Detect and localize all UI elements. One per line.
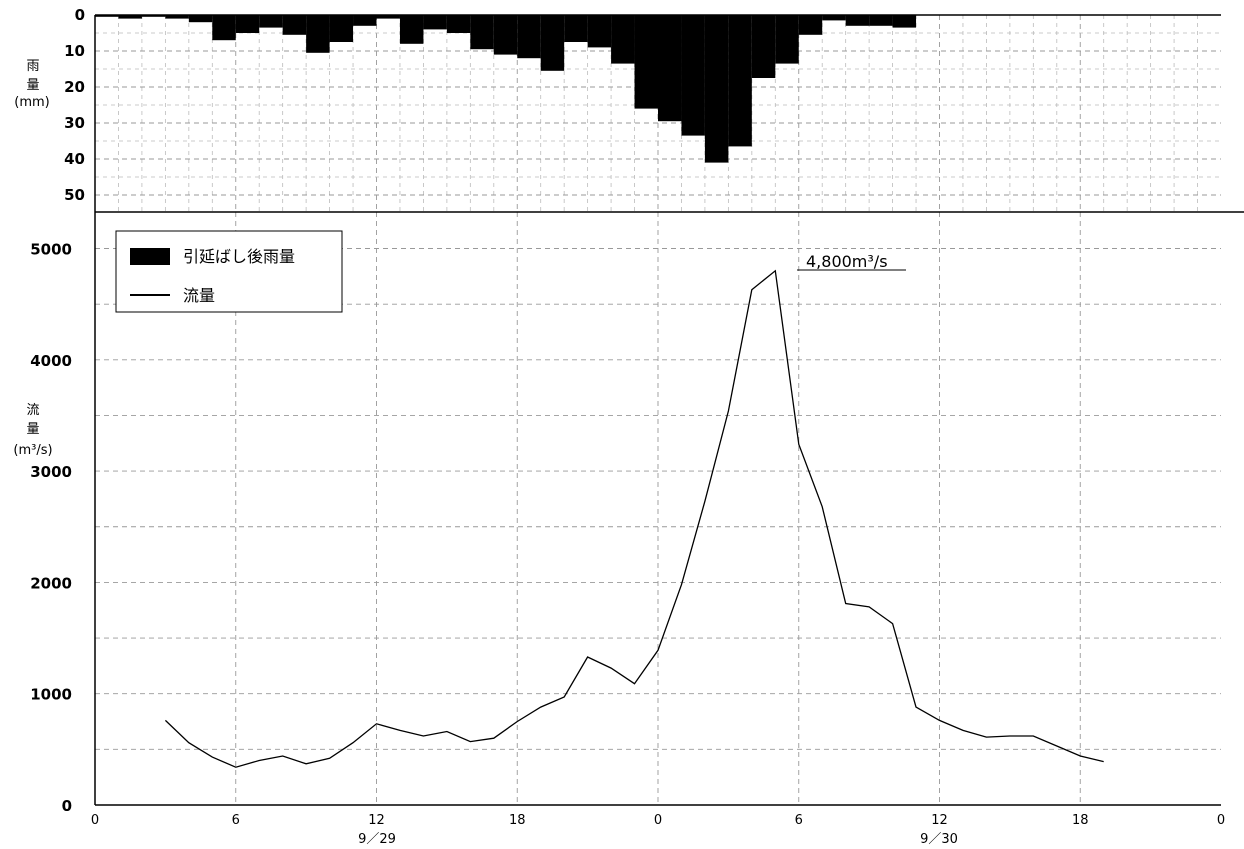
rain-bar (329, 15, 354, 42)
rain-bar (822, 15, 846, 21)
x-tick-label: 6 (795, 813, 803, 828)
peak-annotation-label: 4,800m³/s (806, 252, 888, 271)
rain-bar (845, 15, 870, 26)
flow-ytick-label: 1000 (30, 686, 72, 704)
flow-ytick-label: 4000 (30, 352, 72, 370)
rain-bar (681, 15, 705, 136)
rain-bar (658, 15, 682, 122)
rain-bar (141, 15, 166, 17)
rain-bar (869, 15, 893, 26)
rain-bar (704, 15, 729, 163)
rain-ylabel-unit: (mm) (14, 95, 49, 110)
legend-rain-label: 引延ばし後雨量 (183, 247, 295, 266)
flow-line (164, 269, 1104, 768)
rain-bar (493, 15, 518, 55)
x-tick-label: 18 (1072, 813, 1089, 828)
rain-ylabel-2: 量 (26, 78, 39, 93)
rain-ytick-label: 30 (64, 114, 85, 132)
rain-ytick-label: 10 (64, 42, 85, 60)
rain-bar (188, 15, 213, 23)
rain-ytick-label: 20 (64, 78, 85, 96)
chart-axes (94, 14, 1244, 806)
rain-bar (95, 15, 119, 17)
flow-ytick-label: 3000 (30, 463, 72, 481)
rain-bar (306, 15, 330, 53)
rain-bar (728, 15, 752, 147)
flow-ylabel-unit: (m³/s) (13, 443, 52, 458)
rain-bar (564, 15, 588, 42)
rain-bar (423, 15, 447, 30)
x-tick-labels: 0 6 12 18 0 6 12 18 0 (91, 813, 1225, 828)
rain-bar (587, 15, 612, 48)
flow-gridlines (95, 212, 1221, 805)
rain-bar (634, 15, 658, 109)
x-tick-label: 6 (232, 813, 240, 828)
rain-bar (611, 15, 635, 64)
rain-ylabel-1: 雨 (26, 59, 39, 74)
rain-bar (775, 15, 799, 64)
flow-ylabel-2: 量 (26, 422, 39, 437)
rain-bar (259, 15, 283, 28)
x-tick-label: 0 (1217, 813, 1225, 828)
rain-ytick-label: 50 (64, 186, 85, 204)
rain-bar (540, 15, 565, 71)
flow-ylabel-1: 流 (26, 403, 39, 418)
rain-bar (798, 15, 823, 35)
peak-annotation: 4,800m³/s (797, 252, 906, 271)
x-tick-label: 12 (931, 813, 948, 828)
date-label-0929: 9／29 (358, 832, 396, 847)
x-tick-label: 12 (368, 813, 385, 828)
rain-bar (165, 15, 189, 19)
x-tick-label: 0 (91, 813, 99, 828)
rain-bar (517, 15, 541, 59)
rainfall-bars (95, 15, 917, 163)
flow-y-tick-labels: 0 1000 2000 3000 4000 5000 (30, 241, 72, 816)
x-tick-label: 0 (654, 813, 662, 828)
flow-ytick-label: 0 (62, 797, 72, 815)
rain-bar (446, 15, 471, 33)
flow-ytick-label: 2000 (30, 574, 72, 592)
date-label-0930: 9／30 (920, 832, 958, 847)
legend-rain-swatch (130, 248, 170, 265)
rain-ytick-label: 0 (75, 6, 85, 24)
flow-ytick-label: 5000 (30, 241, 72, 259)
legend-box (115, 230, 343, 313)
rain-bar (212, 15, 236, 41)
rain-bar (751, 15, 776, 78)
rain-bar (399, 15, 424, 44)
rain-bar (892, 15, 917, 28)
rain-bar (282, 15, 307, 35)
legend: 引延ばし後雨量 流量 (115, 230, 343, 313)
legend-flow-label: 流量 (183, 286, 215, 305)
rain-bar (235, 15, 260, 33)
x-tick-label: 18 (509, 813, 526, 828)
rain-bar (118, 15, 142, 19)
rainfall-y-tick-labels: 0 10 20 30 40 50 (64, 6, 85, 204)
rain-bar (376, 15, 400, 19)
rain-ytick-label: 40 (64, 150, 85, 168)
rain-bar (353, 15, 377, 26)
rain-bar (470, 15, 494, 50)
